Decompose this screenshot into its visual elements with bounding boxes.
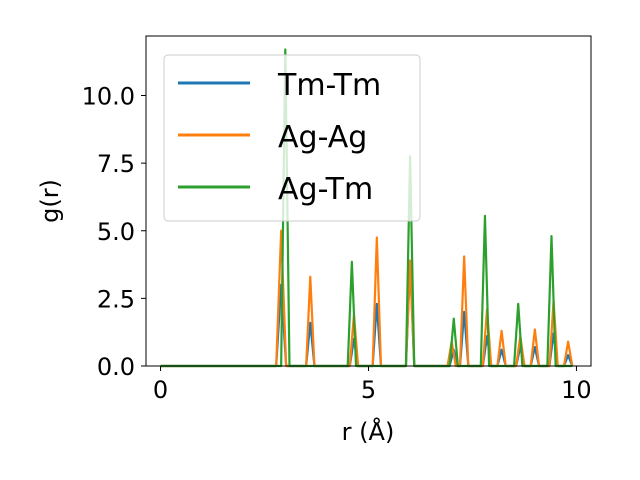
legend-box xyxy=(163,54,421,222)
x-axis-label: r (Å) xyxy=(342,417,395,446)
tick-layer: 0 5 10 0.0 2.5 5.0 7.5 10.0 xyxy=(82,83,592,404)
legend-label-ag-ag: Ag-Ag xyxy=(278,120,367,155)
y-tick-label: 0.0 xyxy=(97,353,135,381)
legend-label-tm-tm: Tm-Tm xyxy=(277,68,381,103)
y-tick-label: 2.5 xyxy=(97,285,135,313)
y-axis-label: g(r) xyxy=(36,179,64,223)
y-tick-label: 7.5 xyxy=(97,150,135,178)
y-tick-label: 5.0 xyxy=(97,218,135,246)
y-tick-label: 10.0 xyxy=(82,83,135,111)
x-tick-label: 5 xyxy=(361,376,376,404)
x-tick-label: 0 xyxy=(153,376,168,404)
x-tick-label: 10 xyxy=(561,376,592,404)
legend-label-ag-tm: Ag-Tm xyxy=(278,172,373,207)
legend: Tm-Tm Ag-Ag Ag-Tm xyxy=(163,54,421,222)
